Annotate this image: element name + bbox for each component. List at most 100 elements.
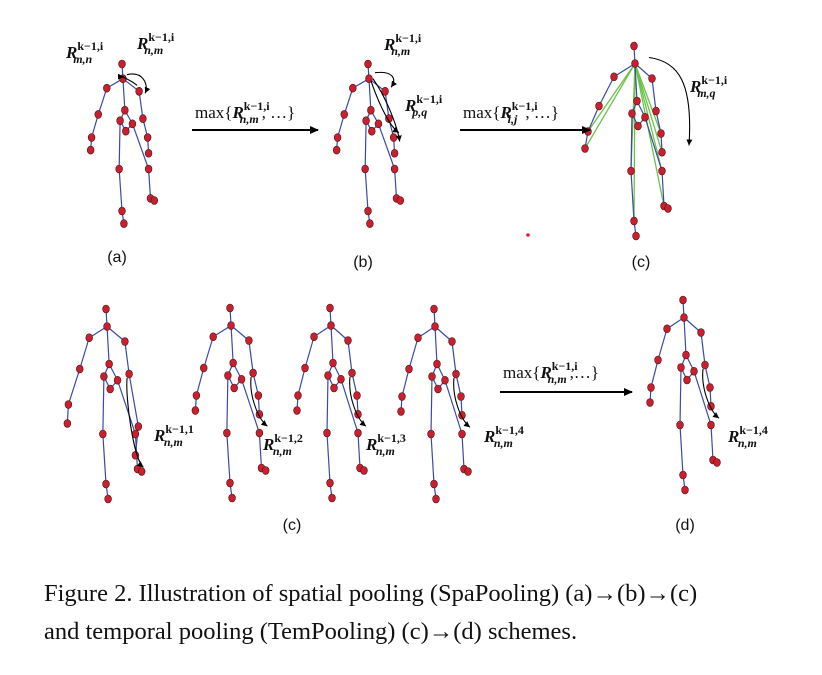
joint [326,478,334,488]
bone [634,63,638,102]
bone [693,371,712,426]
joint [138,467,146,476]
bone [97,87,108,115]
joint [427,429,435,439]
joint [657,129,665,138]
joint [654,355,662,365]
bone [357,432,361,469]
bone [384,91,390,119]
joint [105,359,113,369]
bone [148,168,152,199]
bone [644,117,663,172]
joint [103,322,111,331]
joint [118,206,126,216]
joint [610,72,618,82]
relation-arrow [126,377,144,468]
bone [340,379,359,434]
joint [86,145,95,155]
panel-label-b: (b) [353,254,373,271]
bone [434,326,438,365]
joint [364,206,372,216]
relation-label-d: Rk−1,4 n,m [727,423,768,450]
joint [116,116,124,125]
joint [432,494,440,504]
bone [102,433,107,485]
bone [364,120,367,170]
bone [304,336,315,369]
joint [367,105,375,115]
relation-label-c-right: Rk−1,i m,q [689,73,728,100]
joint [374,119,383,129]
joint [237,374,246,384]
relation-arrow [648,56,693,146]
relation-label-t2: Rk−1,2 n,m [262,431,303,458]
skeleton-a [86,59,159,228]
joint [452,369,460,379]
pool-link [634,63,663,153]
joint [230,383,238,393]
relation-arrow [250,376,268,427]
joint [209,332,217,342]
relation-label-a-left: Rk−1,i m,n [65,39,104,66]
stray-dot [526,233,530,237]
bone [118,168,123,212]
bone [401,368,410,397]
joint [135,87,143,96]
joint [332,145,341,155]
bone [240,379,260,434]
joint [628,109,636,118]
relation-arrow [126,73,151,94]
joint [441,375,449,385]
bone [138,91,144,119]
joint [366,219,374,228]
bone [679,424,684,476]
bone [651,78,657,112]
operator-label-1: max{Rk−1,i n,m, …} [195,99,295,126]
joint [434,384,442,394]
joint [430,304,438,314]
joint [385,114,393,123]
relation-arrow [117,73,138,86]
joint [115,164,123,174]
relation-arrow [453,377,471,428]
joint [64,400,73,409]
pool-link [634,63,662,134]
bone [451,341,457,375]
joint [134,422,143,431]
joint [191,406,200,415]
joint [106,384,114,394]
joint [431,322,439,331]
joint [364,59,372,69]
joint [144,164,153,174]
bone [326,432,331,484]
joint [677,363,685,372]
joint [627,166,635,176]
bone [248,340,254,374]
bone [630,113,633,172]
bone [683,317,687,356]
bone [364,168,369,212]
joint [294,391,302,400]
bone [326,375,329,434]
bone [124,341,130,375]
relation-label-b-top: Rk−1,i n,m [383,31,422,58]
joint [228,493,236,503]
joint [646,398,654,407]
relation-arrow [372,78,402,142]
bone [226,432,231,484]
joint [362,116,370,125]
joint [448,337,456,346]
joint [690,366,698,376]
joint [680,313,688,322]
joint [630,216,638,226]
bone [230,325,234,364]
bone [408,337,419,370]
joint [262,466,270,475]
joint [458,429,466,439]
pool-link [633,63,636,222]
joint [349,83,357,93]
joint [226,303,234,313]
bone [430,433,435,485]
joint [381,87,389,96]
joint [333,133,342,142]
